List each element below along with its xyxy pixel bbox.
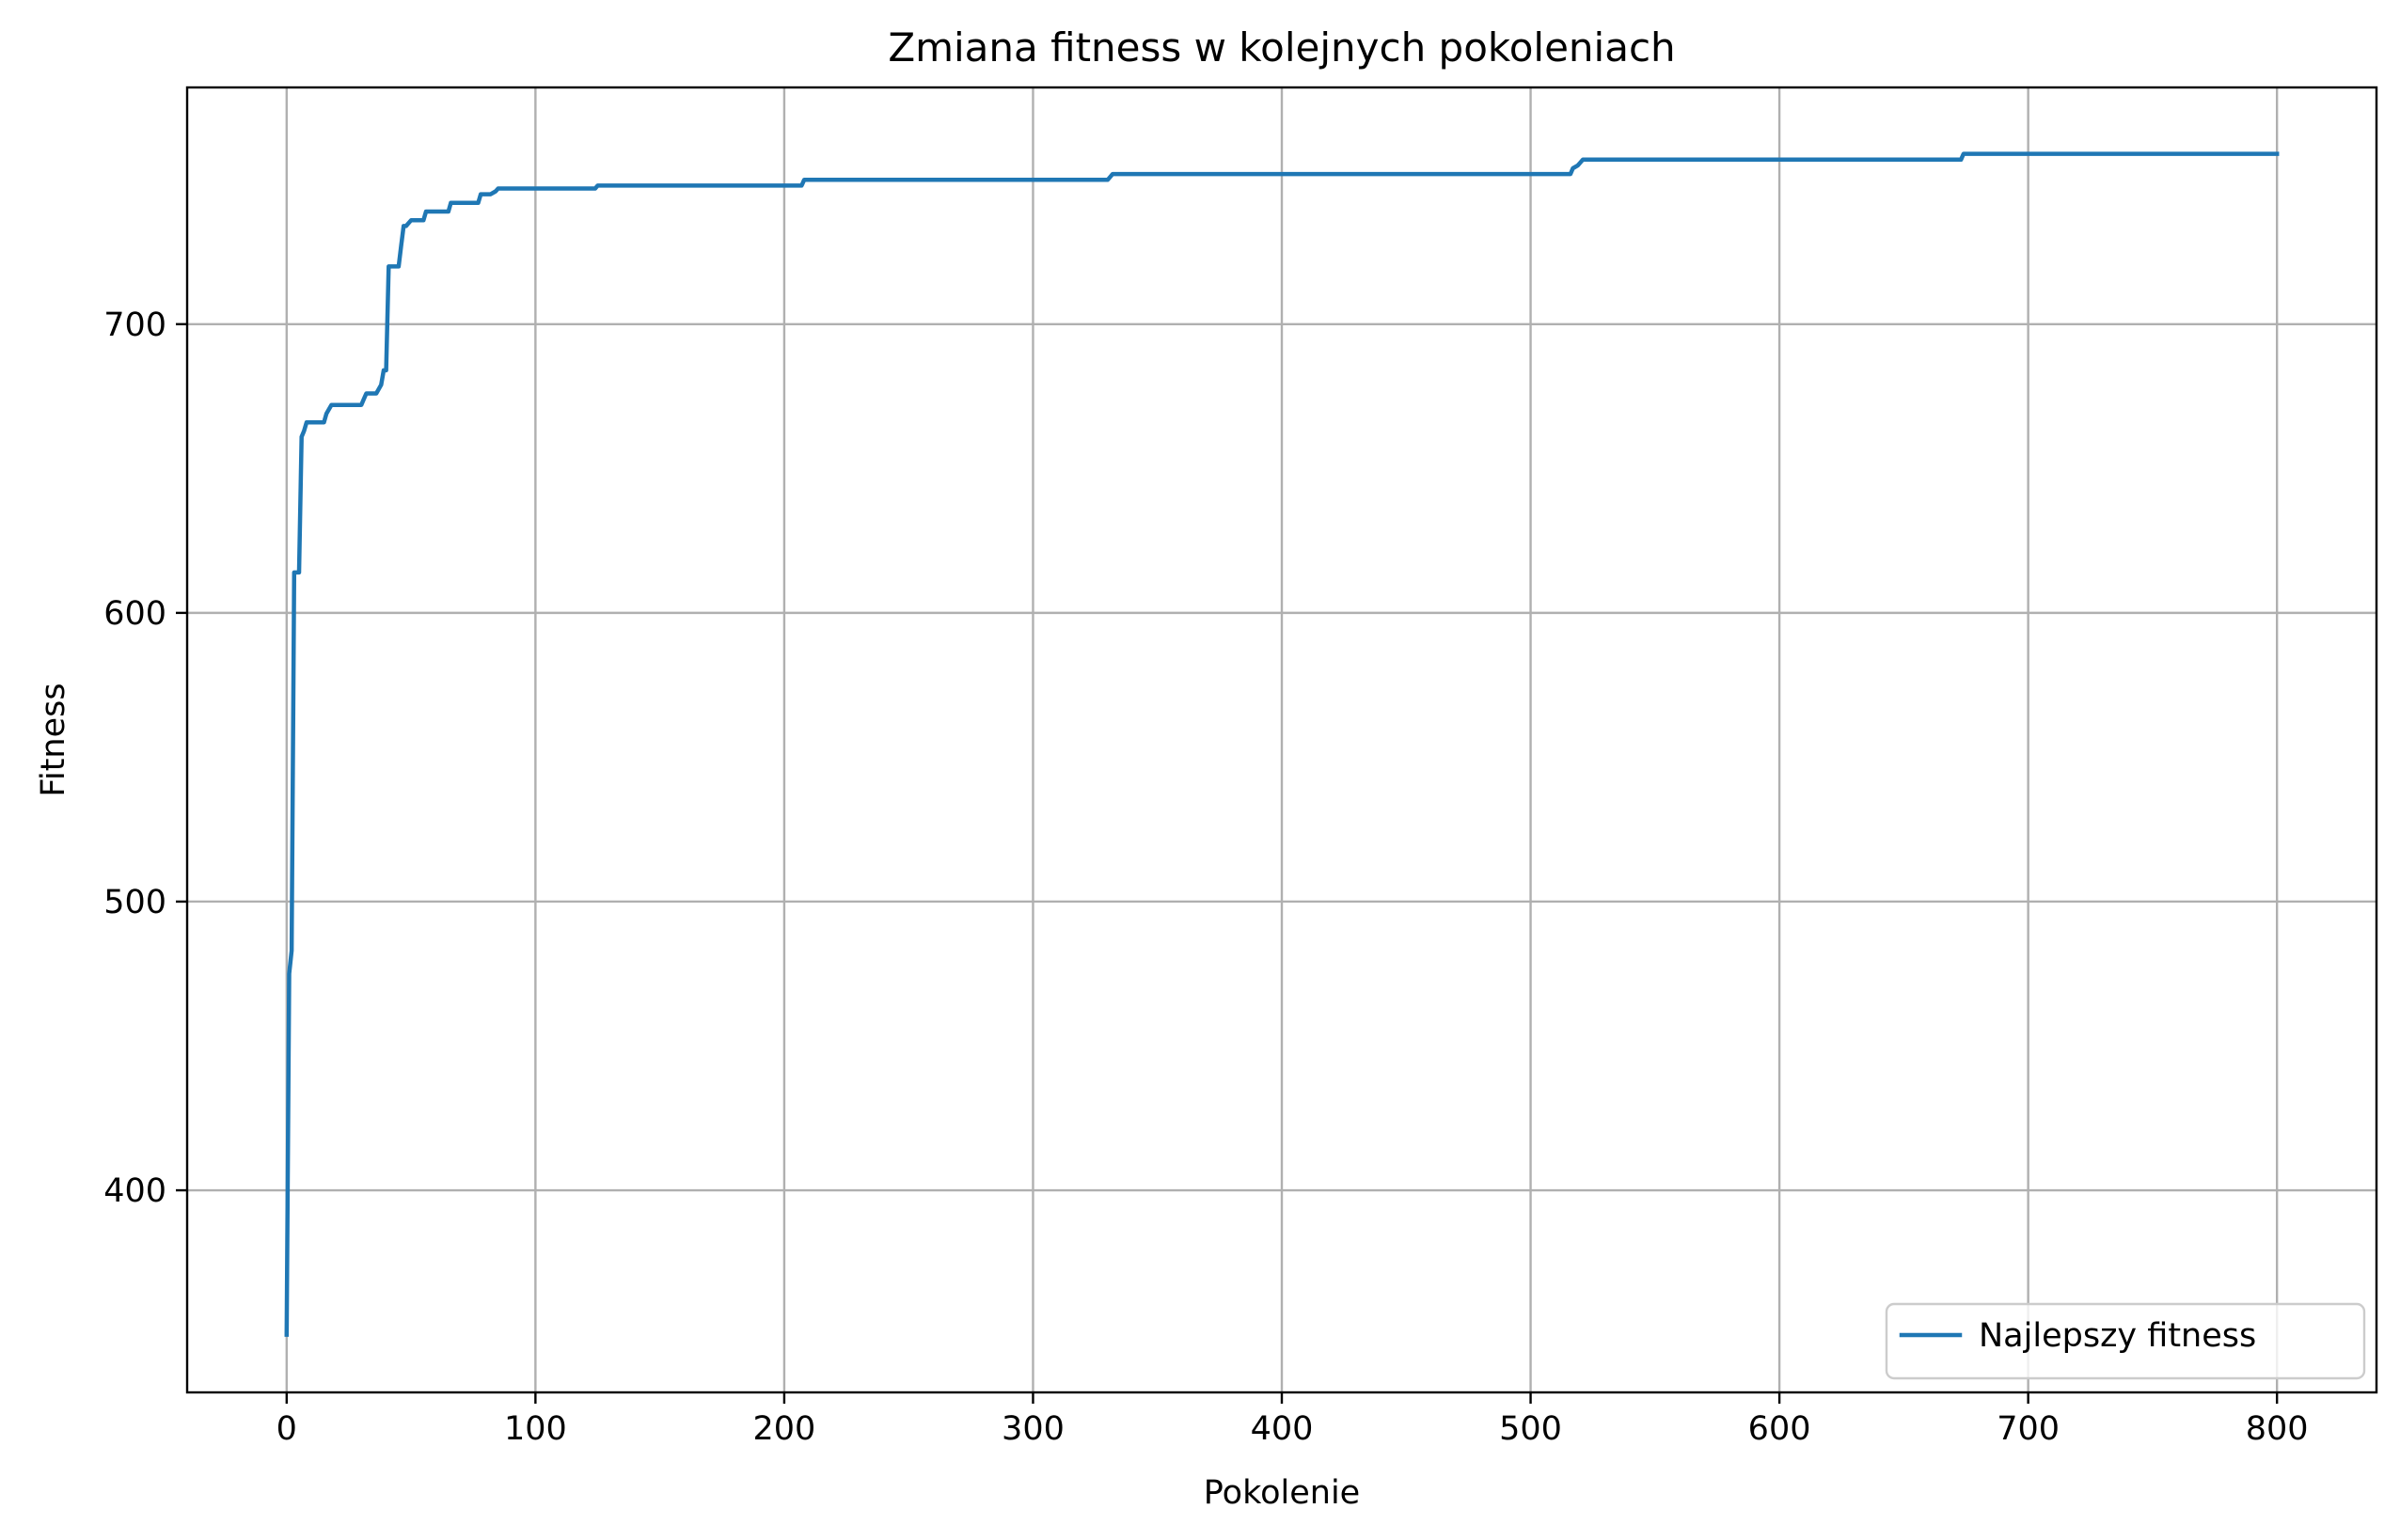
- y-tick-label: 700: [103, 306, 166, 344]
- legend-box: [1885, 1302, 2366, 1380]
- x-axis-label: Pokolenie: [1204, 1474, 1360, 1512]
- y-axis-label: Fitness: [35, 683, 72, 796]
- legend: Najlepszy fitness: [1885, 1302, 2366, 1380]
- y-tick-label: 600: [103, 595, 166, 633]
- plot-series: [284, 151, 2280, 1337]
- x-tick-label: 400: [1251, 1410, 1314, 1448]
- y-tick-label: 400: [103, 1172, 166, 1210]
- y-tick-label: 500: [103, 884, 166, 921]
- chart-title: Zmiana fitness w kolejnych pokoleniach: [888, 24, 1675, 71]
- x-tick-label: 500: [1499, 1410, 1562, 1448]
- axis-ticks: 0 100 200 300 400 500 600 700 800 400 500 600 700: [103, 306, 2308, 1448]
- legend-label: Najlepszy fitness: [1979, 1317, 2256, 1355]
- x-tick-label: 700: [1997, 1410, 2060, 1448]
- grid: [187, 87, 2376, 1392]
- x-tick-label: 100: [504, 1410, 567, 1448]
- x-tick-label: 800: [2246, 1410, 2309, 1448]
- series-line-0: [284, 151, 2280, 1337]
- x-tick-label: 300: [1002, 1410, 1065, 1448]
- x-tick-label: 600: [1748, 1410, 1811, 1448]
- x-tick-label: 200: [753, 1410, 816, 1448]
- x-tick-label: 0: [276, 1410, 297, 1448]
